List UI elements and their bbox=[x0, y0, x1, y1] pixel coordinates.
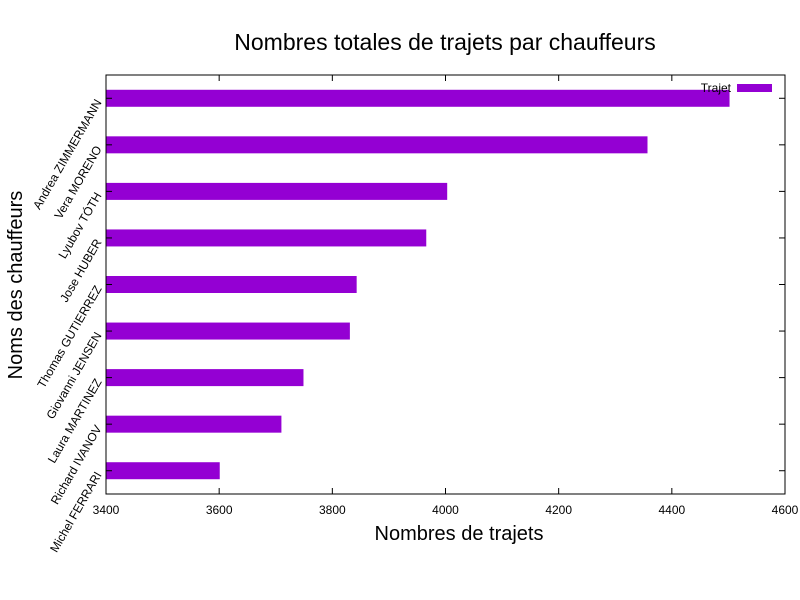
x-tick-label: 4600 bbox=[772, 503, 799, 517]
x-tick-label: 3600 bbox=[206, 503, 233, 517]
bar bbox=[106, 415, 282, 433]
chart-title: Nombres totales de trajets par chauffeur… bbox=[234, 29, 655, 55]
bar bbox=[106, 369, 304, 387]
bar bbox=[106, 136, 648, 154]
bar bbox=[106, 229, 427, 247]
bar bbox=[106, 462, 220, 480]
legend-label: Trajet bbox=[701, 81, 732, 95]
bar bbox=[106, 182, 448, 200]
legend: Trajet bbox=[701, 81, 772, 95]
x-tick-label: 4000 bbox=[432, 503, 459, 517]
bar bbox=[106, 276, 357, 293]
x-tick-label: 4400 bbox=[658, 503, 685, 517]
bar bbox=[106, 322, 350, 340]
legend-swatch bbox=[737, 84, 772, 92]
bar bbox=[106, 89, 730, 107]
x-axis-title: Nombres de trajets bbox=[375, 523, 544, 545]
bars-layer bbox=[106, 89, 730, 480]
x-tick-label: 3800 bbox=[319, 503, 346, 517]
y-axis-title: Noms des chauffeurs bbox=[5, 191, 27, 380]
x-tick-label: 3400 bbox=[93, 503, 120, 517]
x-tick-label: 4200 bbox=[545, 503, 572, 517]
